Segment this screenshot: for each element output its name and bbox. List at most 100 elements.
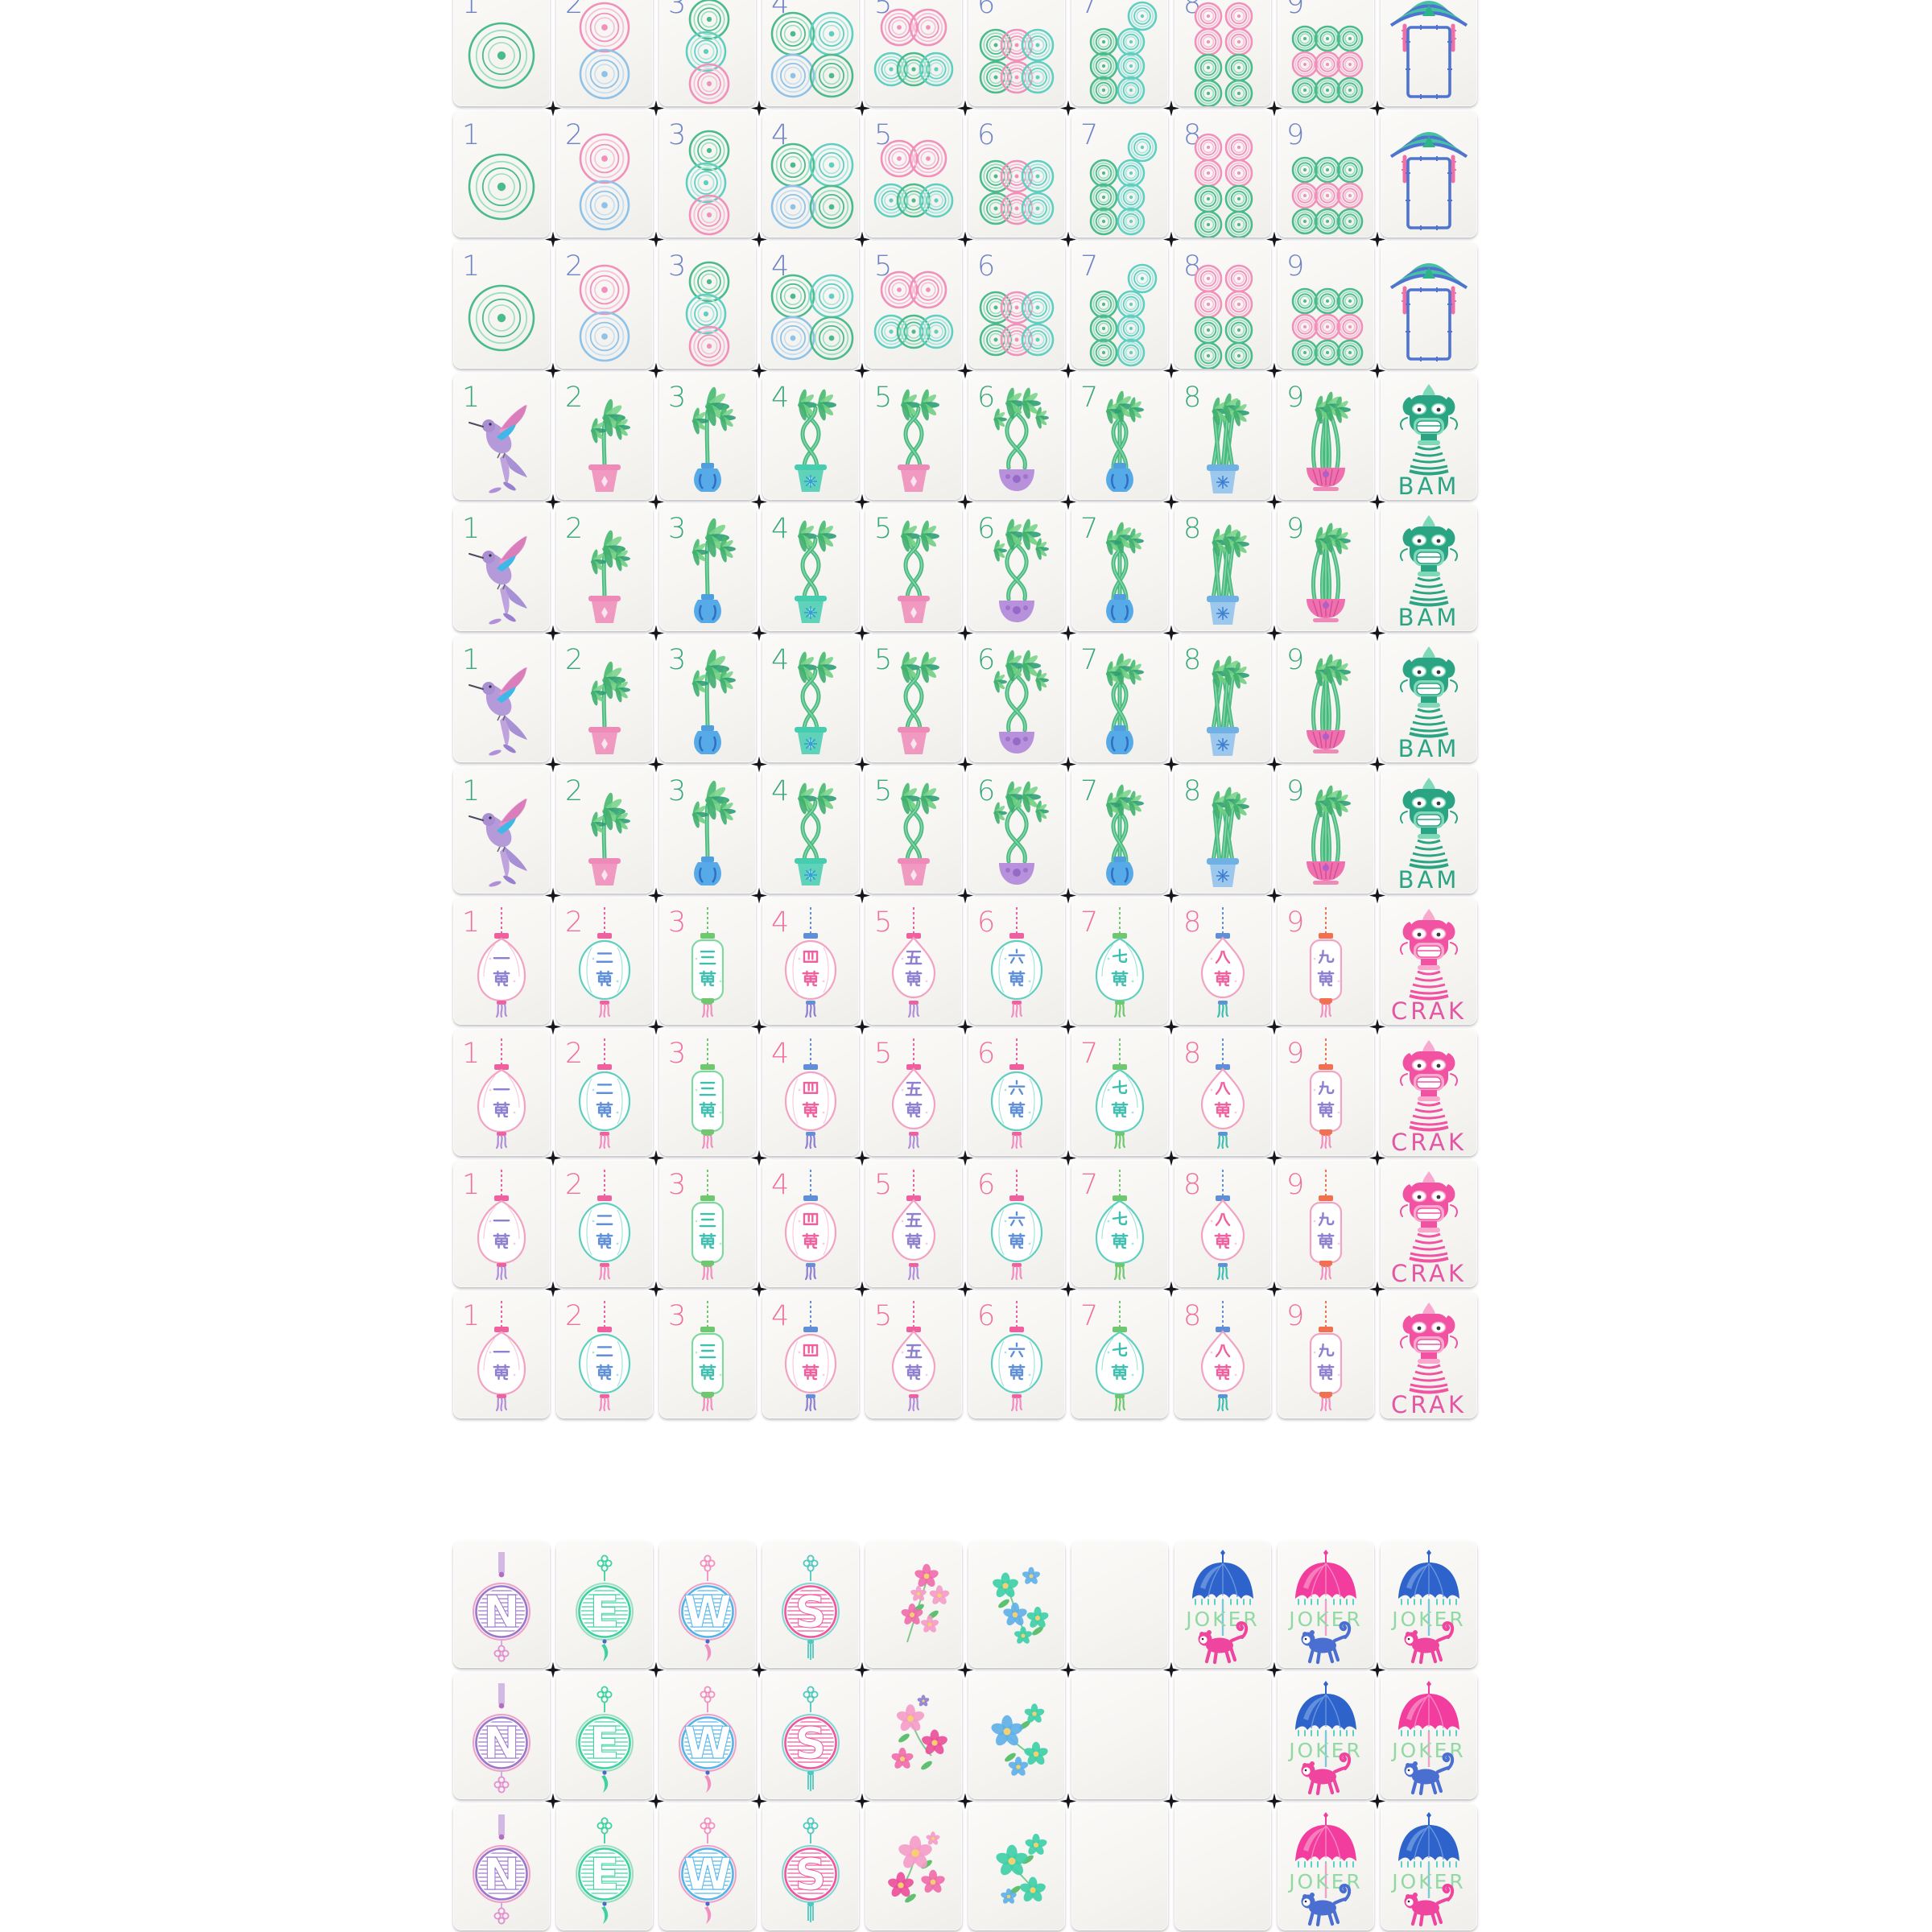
- tile-crak-9[interactable]: 9: [1278, 1160, 1374, 1287]
- tile-crak-8[interactable]: 8: [1174, 898, 1271, 1025]
- tile-flower-3[interactable]: [865, 1672, 962, 1799]
- tile-dot-6[interactable]: 6: [968, 110, 1065, 237]
- tile-wind-w[interactable]: W: [659, 1803, 756, 1930]
- tile-bam-1[interactable]: 1: [453, 504, 550, 631]
- tile-flower-5[interactable]: [865, 1803, 962, 1930]
- tile-crak-8[interactable]: 8: [1174, 1291, 1271, 1418]
- tile-bam-2[interactable]: 2: [556, 504, 653, 631]
- tile-crak-2[interactable]: 2: [556, 1160, 653, 1287]
- tile-red-dragon-crak[interactable]: CRAK: [1381, 898, 1477, 1025]
- tile-bam-9[interactable]: 9: [1278, 373, 1374, 500]
- tile-bam-3[interactable]: 3: [659, 635, 756, 762]
- tile-joker-pink-umbrella[interactable]: JOKER: [1278, 1541, 1374, 1668]
- tile-green-dragon-bam[interactable]: BAM: [1381, 766, 1477, 894]
- tile-dot-2[interactable]: 2: [556, 0, 653, 106]
- tile-dot-9[interactable]: 9: [1278, 242, 1374, 369]
- tile-bam-3[interactable]: 3: [659, 504, 756, 631]
- tile-blank[interactable]: [1174, 1672, 1271, 1799]
- tile-red-dragon-crak[interactable]: CRAK: [1381, 1029, 1477, 1156]
- tile-bam-5[interactable]: 5: [865, 504, 962, 631]
- tile-wind-n[interactable]: N: [453, 1541, 550, 1668]
- tile-dot-7[interactable]: 7: [1071, 0, 1168, 106]
- tile-bam-5[interactable]: 5: [865, 766, 962, 894]
- tile-white-dragon-soap[interactable]: [1381, 242, 1477, 369]
- tile-bam-3[interactable]: 3: [659, 373, 756, 500]
- tile-crak-3[interactable]: 3: [659, 1291, 756, 1418]
- tile-dot-2[interactable]: 2: [556, 242, 653, 369]
- tile-dot-3[interactable]: 3: [659, 242, 756, 369]
- tile-bam-1[interactable]: 1: [453, 766, 550, 894]
- tile-bam-7[interactable]: 7: [1071, 635, 1168, 762]
- tile-wind-s[interactable]: S: [762, 1672, 859, 1799]
- tile-crak-5[interactable]: 5: [865, 1291, 962, 1418]
- tile-bam-5[interactable]: 5: [865, 635, 962, 762]
- tile-crak-9[interactable]: 9: [1278, 1291, 1374, 1418]
- tile-bam-7[interactable]: 7: [1071, 766, 1168, 894]
- tile-joker-blue-umbrella[interactable]: JOKER: [1174, 1541, 1271, 1668]
- tile-dot-1[interactable]: 1: [453, 0, 550, 106]
- tile-wind-n[interactable]: N: [453, 1803, 550, 1930]
- tile-flower-2[interactable]: [968, 1541, 1065, 1668]
- tile-blank[interactable]: [1174, 1803, 1271, 1930]
- tile-bam-8[interactable]: 8: [1174, 373, 1271, 500]
- tile-dot-4[interactable]: 4: [762, 110, 859, 237]
- tile-dot-8[interactable]: 8: [1174, 110, 1271, 237]
- tile-crak-1[interactable]: 1: [453, 898, 550, 1025]
- tile-dot-6[interactable]: 6: [968, 0, 1065, 106]
- tile-flower-1[interactable]: [865, 1541, 962, 1668]
- tile-bam-6[interactable]: 6: [968, 635, 1065, 762]
- tile-red-dragon-crak[interactable]: CRAK: [1381, 1291, 1477, 1418]
- tile-crak-7[interactable]: 7: [1071, 898, 1168, 1025]
- tile-bam-5[interactable]: 5: [865, 373, 962, 500]
- tile-bam-7[interactable]: 7: [1071, 373, 1168, 500]
- tile-dot-6[interactable]: 6: [968, 242, 1065, 369]
- tile-bam-9[interactable]: 9: [1278, 504, 1374, 631]
- tile-bam-1[interactable]: 1: [453, 373, 550, 500]
- tile-crak-7[interactable]: 7: [1071, 1160, 1168, 1287]
- tile-bam-9[interactable]: 9: [1278, 635, 1374, 762]
- tile-dot-8[interactable]: 8: [1174, 242, 1271, 369]
- tile-joker-blue-umbrella[interactable]: JOKER: [1381, 1803, 1477, 1930]
- tile-dot-4[interactable]: 4: [762, 0, 859, 106]
- tile-flower-4[interactable]: [968, 1672, 1065, 1799]
- tile-bam-9[interactable]: 9: [1278, 766, 1374, 894]
- tile-green-dragon-bam[interactable]: BAM: [1381, 373, 1477, 500]
- tile-bam-8[interactable]: 8: [1174, 635, 1271, 762]
- tile-blank[interactable]: [1071, 1672, 1168, 1799]
- tile-wind-e[interactable]: E: [556, 1803, 653, 1930]
- tile-wind-s[interactable]: S: [762, 1803, 859, 1930]
- tile-bam-4[interactable]: 4: [762, 504, 859, 631]
- tile-blank[interactable]: [1071, 1541, 1168, 1668]
- tile-bam-4[interactable]: 4: [762, 373, 859, 500]
- tile-crak-9[interactable]: 9: [1278, 1029, 1374, 1156]
- tile-joker-pink-umbrella[interactable]: JOKER: [1381, 1672, 1477, 1799]
- tile-wind-n[interactable]: N: [453, 1672, 550, 1799]
- tile-flower-6[interactable]: [968, 1803, 1065, 1930]
- tile-green-dragon-bam[interactable]: BAM: [1381, 504, 1477, 631]
- tile-wind-e[interactable]: E: [556, 1672, 653, 1799]
- tile-crak-1[interactable]: 1: [453, 1291, 550, 1418]
- tile-dot-2[interactable]: 2: [556, 110, 653, 237]
- tile-crak-8[interactable]: 8: [1174, 1160, 1271, 1287]
- tile-bam-2[interactable]: 2: [556, 373, 653, 500]
- tile-joker-blue-umbrella[interactable]: JOKER: [1278, 1672, 1374, 1799]
- tile-crak-2[interactable]: 2: [556, 1029, 653, 1156]
- tile-crak-7[interactable]: 7: [1071, 1029, 1168, 1156]
- tile-dot-5[interactable]: 5: [865, 242, 962, 369]
- tile-wind-w[interactable]: W: [659, 1541, 756, 1668]
- tile-crak-2[interactable]: 2: [556, 898, 653, 1025]
- tile-blank[interactable]: [1071, 1803, 1168, 1930]
- tile-dot-3[interactable]: 3: [659, 110, 756, 237]
- tile-crak-2[interactable]: 2: [556, 1291, 653, 1418]
- tile-wind-w[interactable]: W: [659, 1672, 756, 1799]
- tile-white-dragon-soap[interactable]: [1381, 110, 1477, 237]
- tile-bam-4[interactable]: 4: [762, 766, 859, 894]
- tile-crak-6[interactable]: 6: [968, 1291, 1065, 1418]
- tile-dot-4[interactable]: 4: [762, 242, 859, 369]
- tile-green-dragon-bam[interactable]: BAM: [1381, 635, 1477, 762]
- tile-bam-4[interactable]: 4: [762, 635, 859, 762]
- tile-dot-3[interactable]: 3: [659, 0, 756, 106]
- tile-crak-3[interactable]: 3: [659, 898, 756, 1025]
- tile-dot-1[interactable]: 1: [453, 242, 550, 369]
- tile-bam-8[interactable]: 8: [1174, 766, 1271, 894]
